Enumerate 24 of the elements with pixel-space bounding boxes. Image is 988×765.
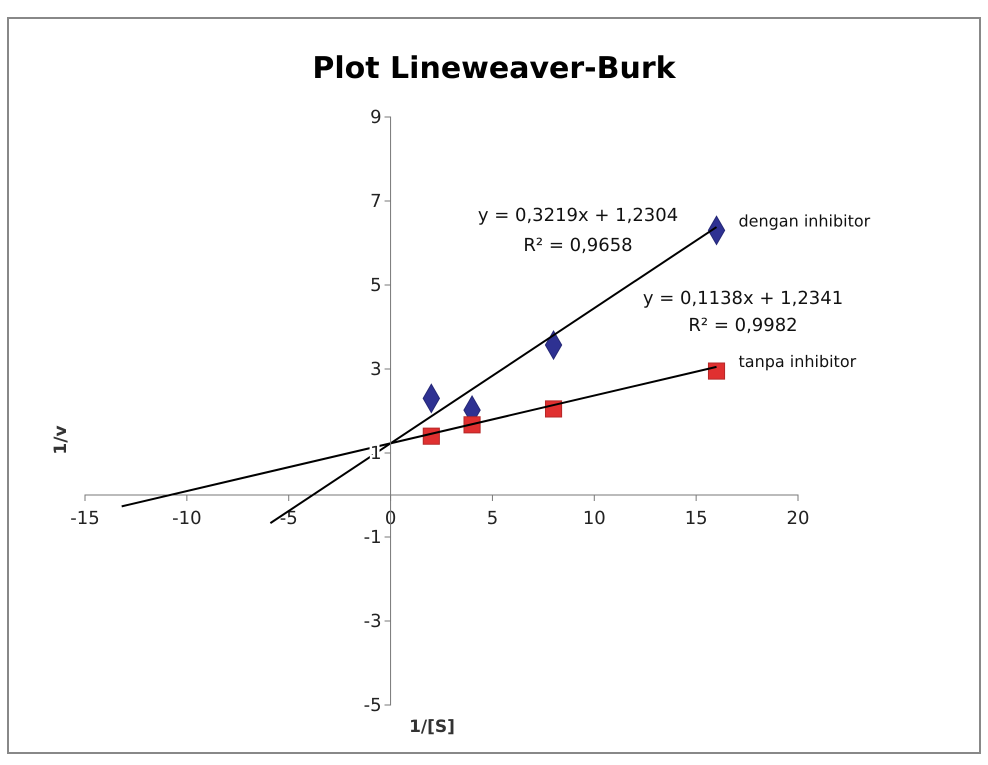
x-tick-label: -10 xyxy=(172,508,202,529)
y-tick-label: -1 xyxy=(364,526,382,548)
y-tick-label: -3 xyxy=(364,610,382,632)
y-tick-label: 3 xyxy=(370,358,382,380)
y-tick-label: 7 xyxy=(370,190,382,212)
x-axis-title: 1/[S] xyxy=(409,717,455,737)
point xyxy=(708,362,726,380)
y-tick-label: -5 xyxy=(364,694,382,716)
x-tick-label: 15 xyxy=(684,508,708,529)
series-label: dengan inhibitor xyxy=(738,211,871,230)
y-axis-title: 1/v xyxy=(51,425,71,455)
x-tick-label: -5 xyxy=(280,508,298,529)
annotation: y = 0,3219x + 1,2304 xyxy=(478,205,678,226)
x-tick-label: 20 xyxy=(786,508,810,529)
chart-title: Plot Lineweaver-Burk xyxy=(312,51,677,86)
x-tick-label: 5 xyxy=(486,508,498,529)
series-label: tanpa inhibitor xyxy=(738,352,857,372)
annotation: R² = 0,9658 xyxy=(523,235,633,256)
x-tick-label: -15 xyxy=(70,508,100,529)
y-tick-label: 5 xyxy=(370,274,382,296)
x-tick-label: 10 xyxy=(582,508,606,529)
annotation: R² = 0,9982 xyxy=(688,315,798,336)
annotation: y = 0,1138x + 1,2341 xyxy=(642,288,844,309)
y-tick-label: 9 xyxy=(370,106,382,128)
